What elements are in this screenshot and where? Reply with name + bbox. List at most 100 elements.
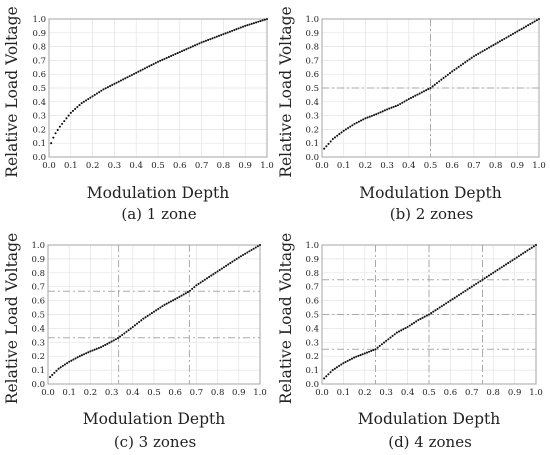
data-point — [518, 29, 521, 32]
x-tick-label: 0.6 — [444, 388, 458, 398]
data-point — [357, 354, 360, 357]
data-point — [176, 296, 179, 300]
data-point — [148, 65, 151, 68]
y-tick-label: 0.9 — [305, 29, 319, 39]
x-tick-label: 1.0 — [532, 161, 546, 171]
data-point — [397, 330, 401, 333]
data-point — [533, 20, 536, 23]
x-tick-label: 0.5 — [151, 161, 165, 171]
data-point — [353, 122, 356, 125]
x-tick-label: 1.0 — [253, 388, 267, 398]
data-point — [350, 357, 354, 360]
data-point — [217, 34, 221, 37]
data-point — [231, 260, 234, 263]
y-tick-label: 0.8 — [305, 43, 319, 53]
data-point — [409, 96, 413, 99]
data-point — [95, 92, 99, 95]
data-point — [468, 287, 471, 290]
x-tick-label: 0.2 — [86, 161, 100, 171]
data-point — [331, 369, 334, 372]
data-point — [52, 136, 55, 139]
data-point — [405, 99, 408, 102]
data-point — [58, 125, 61, 128]
data-point — [66, 362, 69, 365]
data-point — [323, 377, 326, 380]
data-point — [373, 114, 376, 117]
data-point — [444, 75, 447, 78]
data-point — [483, 49, 486, 52]
data-point — [89, 96, 92, 99]
data-point — [87, 97, 90, 101]
data-point — [417, 319, 420, 322]
data-point — [172, 53, 175, 57]
data-point — [159, 306, 162, 309]
data-point — [197, 282, 200, 285]
x-tick-label: 0.3 — [380, 161, 394, 171]
data-point — [396, 104, 400, 107]
data-point — [176, 52, 179, 55]
y-tick-label: 1.0 — [32, 15, 46, 25]
data-point — [466, 59, 469, 62]
y-axis-title: Relative Load Voltage — [277, 6, 295, 177]
data-point — [448, 72, 452, 75]
data-point — [331, 138, 334, 141]
data-point — [462, 62, 465, 65]
data-point — [104, 87, 107, 90]
x-tick-label: 0.2 — [358, 388, 372, 398]
data-point — [421, 316, 424, 319]
data-point — [353, 356, 356, 359]
data-point — [451, 70, 454, 73]
data-point — [89, 350, 92, 353]
x-tick-label: 0.9 — [508, 388, 522, 398]
x-tick-label: 0.9 — [238, 161, 252, 171]
data-point — [211, 37, 214, 40]
data-point — [202, 40, 205, 43]
data-point — [342, 129, 345, 132]
data-point — [357, 120, 360, 123]
data-point — [261, 19, 264, 22]
x-tick-label: 0.6 — [173, 161, 187, 171]
data-point — [163, 57, 166, 60]
data-point — [534, 243, 538, 247]
y-tick-label: 0.9 — [32, 29, 46, 39]
data-point — [63, 363, 67, 366]
data-point — [401, 101, 404, 104]
data-point — [445, 302, 448, 305]
x-tick-label: 0.6 — [168, 388, 182, 398]
y-tick-label: 0.5 — [305, 311, 319, 321]
y-tick-label: 0.8 — [305, 269, 319, 279]
y-tick-label: 0.8 — [31, 269, 45, 279]
data-point — [257, 20, 260, 23]
data-point — [106, 86, 109, 89]
data-point — [237, 27, 240, 30]
data-point — [50, 142, 53, 145]
data-point — [416, 93, 419, 96]
data-point — [204, 39, 208, 42]
data-point — [389, 336, 392, 339]
data-point — [131, 325, 134, 329]
y-tick-label: 0.2 — [305, 125, 319, 135]
data-point — [56, 128, 59, 131]
data-point — [174, 53, 177, 56]
data-point — [65, 117, 68, 120]
data-point — [364, 117, 367, 120]
data-point — [228, 30, 231, 33]
data-point — [141, 68, 144, 71]
data-point — [196, 43, 199, 46]
data-point — [207, 38, 210, 42]
data-point — [112, 339, 115, 342]
data-point — [338, 133, 341, 136]
data-point — [146, 314, 149, 317]
data-point — [97, 346, 100, 350]
data-point — [258, 243, 262, 247]
data-point — [80, 354, 83, 357]
data-point — [447, 300, 450, 304]
data-point — [464, 289, 467, 292]
x-axis-title: Modulation Depth — [359, 184, 501, 202]
y-tick-label: 0.3 — [32, 112, 46, 122]
data-point — [522, 252, 525, 255]
data-point — [148, 313, 151, 316]
data-point — [99, 346, 103, 349]
data-point — [246, 251, 249, 254]
data-point — [436, 307, 439, 310]
